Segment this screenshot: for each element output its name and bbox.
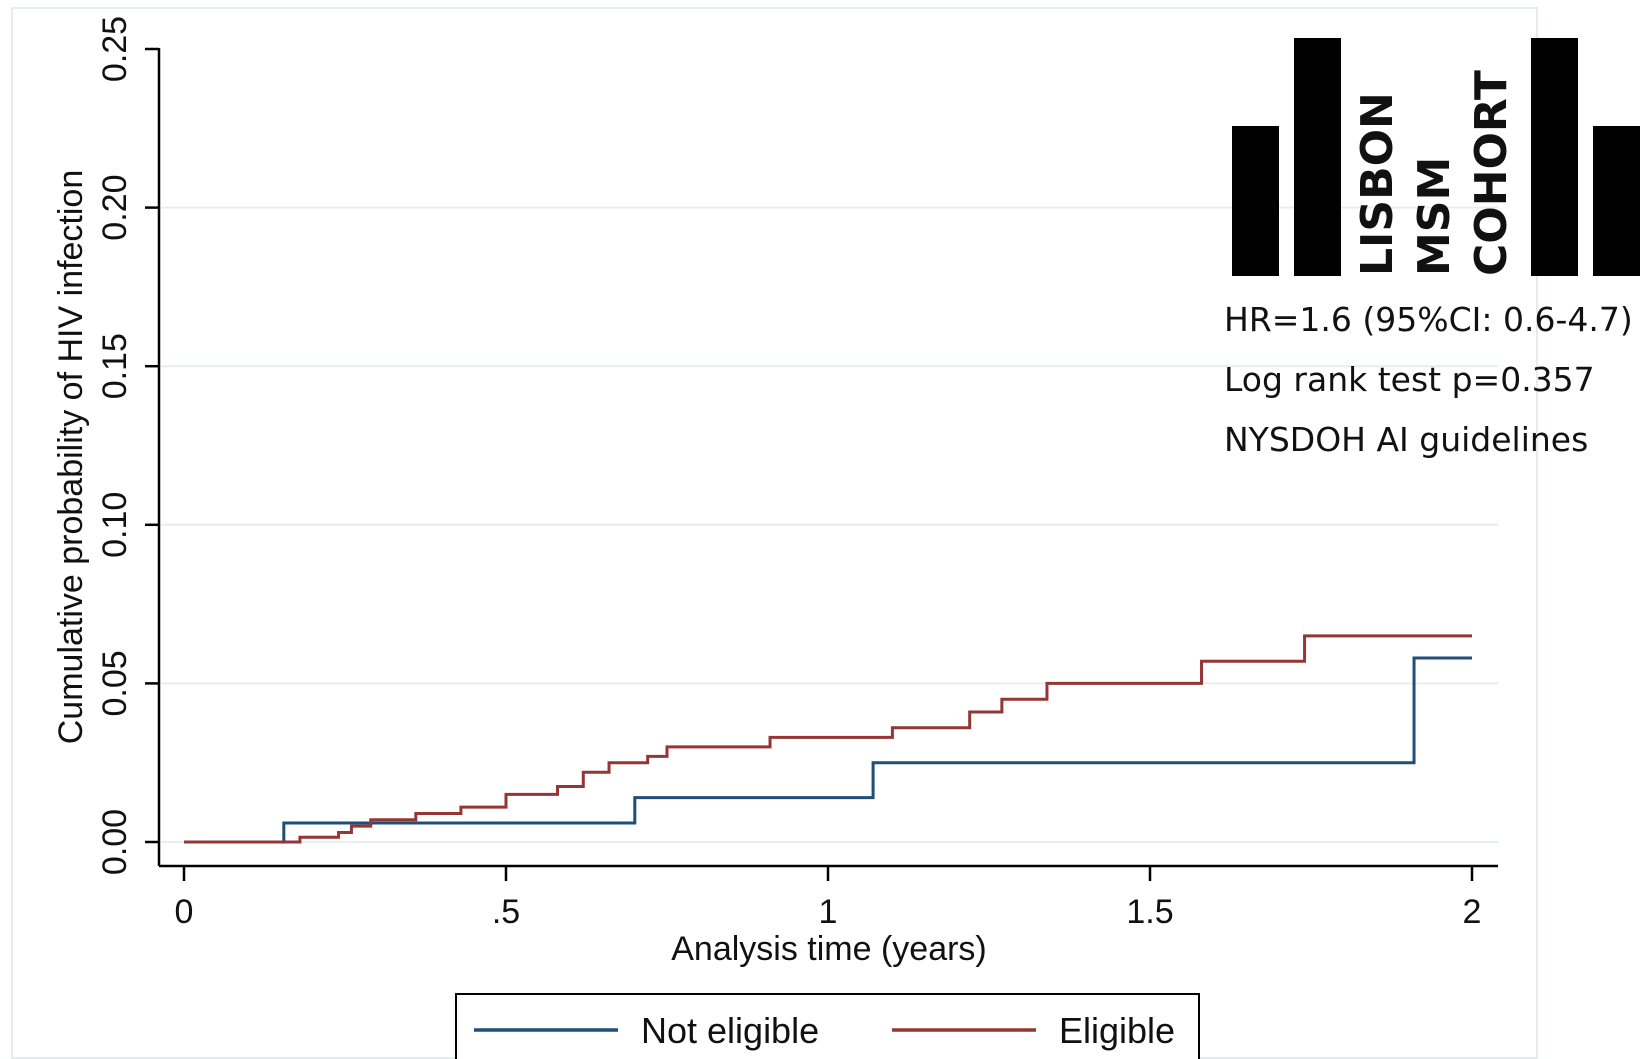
x-tick-label: 2 bbox=[1463, 893, 1482, 931]
y-tick-label: 0.10 bbox=[96, 492, 134, 558]
y-tick-label: 0.20 bbox=[96, 175, 134, 241]
logo-bar bbox=[1232, 126, 1279, 276]
series-layer bbox=[184, 634, 1472, 844]
lisbon-msm-cohort-logo: LISBON MSM COHORT bbox=[1232, 38, 1640, 276]
series-line-eligible bbox=[184, 634, 1472, 844]
logo-line-3: COHORT bbox=[1466, 70, 1517, 276]
legend-box bbox=[455, 993, 1200, 1059]
logo-bar bbox=[1593, 126, 1640, 276]
legend: Not eligible Eligible bbox=[455, 993, 1200, 1059]
series-line-not-eligible bbox=[184, 656, 1472, 844]
y-ticks: 0.00 0.05 0.10 0.15 0.20 0.25 bbox=[96, 16, 159, 875]
x-tick-label: 1 bbox=[819, 893, 838, 931]
y-axis-title: Cumulative probability of HIV infection bbox=[52, 170, 90, 745]
y-tick-label: 0.05 bbox=[96, 650, 134, 716]
x-tick-label: .5 bbox=[492, 893, 520, 931]
plot-background bbox=[11, 7, 1538, 1059]
x-tick-label: 0 bbox=[175, 893, 194, 931]
x-tick-label: 1.5 bbox=[1126, 893, 1173, 931]
legend-label-eligible: Eligible bbox=[1059, 1010, 1175, 1051]
logo-bar bbox=[1294, 38, 1341, 276]
x-axis-title: Analysis time (years) bbox=[671, 930, 987, 968]
hazard-ratio-annotation: HR=1.6 (95%CI: 0.6-4.7) bbox=[1224, 300, 1633, 339]
guidelines-annotation: NYSDOH AI guidelines bbox=[1224, 420, 1588, 459]
logo-line-2: MSM bbox=[1409, 157, 1460, 276]
y-tick-label: 0.25 bbox=[96, 16, 134, 82]
logo-line-1: LISBON bbox=[1352, 92, 1403, 276]
x-ticks: 0 .5 1 1.5 2 bbox=[175, 866, 1482, 931]
logo-bar bbox=[1531, 38, 1578, 276]
y-tick-label: 0.15 bbox=[96, 333, 134, 399]
log-rank-annotation: Log rank test p=0.357 bbox=[1224, 360, 1595, 399]
legend-label-not-eligible: Not eligible bbox=[641, 1010, 819, 1051]
y-tick-label: 0.00 bbox=[96, 809, 134, 875]
